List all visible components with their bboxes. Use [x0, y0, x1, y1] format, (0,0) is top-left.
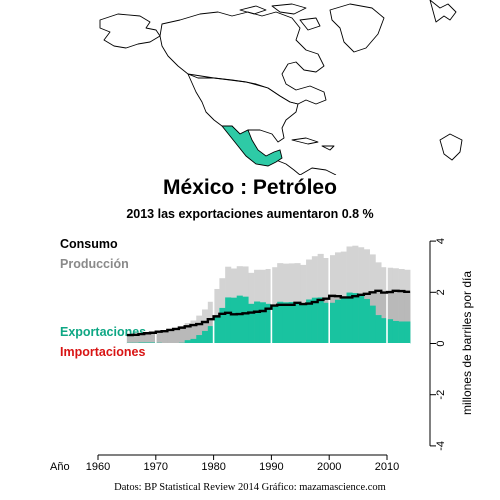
exportaciones-bar — [375, 315, 382, 344]
x-tick-label: 1990 — [259, 461, 283, 473]
consumo-bar — [387, 292, 394, 344]
exportaciones-bar — [294, 303, 301, 344]
consumo-bar — [161, 331, 168, 344]
exportaciones-bar — [392, 320, 399, 344]
y-tick-label: 4 — [435, 238, 447, 244]
consumo-bar — [196, 324, 203, 344]
arctic-islands-outline — [239, 3, 321, 31]
exportaciones-bar — [311, 297, 318, 344]
exportaciones-bar — [323, 302, 330, 344]
south-america-outline — [299, 167, 337, 175]
exportaciones-bar — [265, 303, 272, 344]
exportaciones-bars — [126, 292, 411, 344]
exportaciones-bar — [346, 292, 353, 344]
consumo-bar — [167, 329, 174, 344]
x-tick-label: 1970 — [144, 461, 168, 473]
consumo-bar — [155, 331, 162, 344]
exportaciones-bar — [358, 295, 365, 344]
exportaciones-bar — [334, 299, 342, 344]
consumo-bar — [398, 291, 405, 344]
exportaciones-bar — [300, 304, 307, 344]
exportaciones-bar — [288, 302, 295, 344]
exportaciones-bar — [230, 297, 238, 344]
exportaciones-bar — [190, 338, 197, 344]
x-tick-label: 1980 — [201, 461, 225, 473]
x-axis-label: Año — [50, 461, 70, 473]
exportaciones-bar — [271, 305, 278, 344]
chart-title: México : Petróleo — [163, 176, 337, 199]
exportaciones-bar — [277, 301, 284, 344]
y-tick-label: 2 — [435, 289, 447, 295]
x-tick-label: 2010 — [375, 461, 399, 473]
x-tick-label: 1960 — [86, 461, 110, 473]
legend-exportaciones: Exportaciones — [60, 325, 147, 339]
exportaciones-bar — [404, 321, 411, 344]
exportaciones-bar — [398, 321, 405, 344]
exportaciones-bar — [254, 301, 261, 344]
exportaciones-bar — [363, 298, 370, 344]
exportaciones-bar — [242, 296, 249, 344]
y-axis: -4 -2 0 2 4 — [429, 238, 447, 451]
x-axis: 1960 1970 1980 1990 2000 2010 — [86, 454, 399, 473]
consumo-bar — [138, 334, 145, 344]
consumo-bar — [190, 325, 197, 344]
consumo-line — [126, 289, 411, 337]
legend-consumo: Consumo — [60, 237, 118, 251]
exportaciones-bar — [317, 297, 324, 344]
y-tick-label: -2 — [435, 390, 447, 400]
greenland-outline — [329, 3, 385, 53]
caribbean-islands-outline — [291, 137, 335, 151]
consumo-line — [126, 289, 411, 337]
legend-importaciones: Importaciones — [60, 345, 146, 359]
consumo-bar — [184, 326, 191, 344]
exportaciones-bar — [259, 302, 266, 344]
chart-subtitle: 2013 las exportaciones aumentaron 0.8 % — [126, 207, 374, 221]
exportaciones-bar — [150, 342, 157, 344]
mexico-highlight — [221, 125, 283, 167]
consumo-bar — [392, 290, 399, 344]
consumo-bar — [173, 328, 180, 344]
exportaciones-bar — [219, 307, 226, 344]
north-america-map — [99, 0, 463, 175]
exportaciones-bar — [138, 342, 145, 344]
y-axis-label: millones de barriles por día — [460, 271, 474, 415]
exportaciones-bar — [381, 318, 388, 344]
consumo-bar — [132, 334, 139, 344]
consumo-bar — [144, 333, 151, 344]
europe-outline — [429, 0, 457, 23]
legend-produccion: Producción — [60, 257, 129, 271]
exportaciones-bar — [306, 299, 313, 344]
y-tick-label: 0 — [435, 340, 447, 346]
chart-source-footer: Datos: BP Statistical Review 2014 Gráfic… — [114, 482, 386, 493]
exportaciones-bar — [340, 297, 347, 344]
exportaciones-bar — [369, 305, 376, 344]
map-continents — [99, 0, 463, 175]
central-america-outline — [275, 159, 301, 175]
exportaciones-bar — [196, 335, 203, 344]
usa-outline — [187, 73, 299, 143]
x-tick-label: 2000 — [317, 461, 341, 473]
consumo-bar — [381, 292, 388, 344]
alaska-outline — [99, 13, 161, 49]
exportaciones-bar — [144, 342, 151, 344]
y-tick-label: -4 — [435, 441, 447, 451]
exportaciones-bar — [207, 326, 214, 344]
consumo-bar — [404, 291, 411, 344]
africa-outline — [439, 133, 463, 161]
exportaciones-bar — [184, 340, 191, 344]
exportaciones-bar — [352, 293, 359, 344]
exportaciones-bar — [248, 303, 255, 344]
exportaciones-bar — [236, 295, 243, 344]
exportaciones-bar — [225, 297, 232, 344]
exportaciones-bar — [387, 319, 394, 344]
exportaciones-bar — [329, 302, 336, 344]
consumo-bar — [150, 332, 157, 344]
exportaciones-bar — [202, 330, 209, 344]
exportaciones-bar — [213, 316, 220, 344]
consumo-bar — [126, 335, 133, 344]
exportaciones-bar — [282, 302, 290, 344]
consumo-bar — [178, 327, 185, 344]
